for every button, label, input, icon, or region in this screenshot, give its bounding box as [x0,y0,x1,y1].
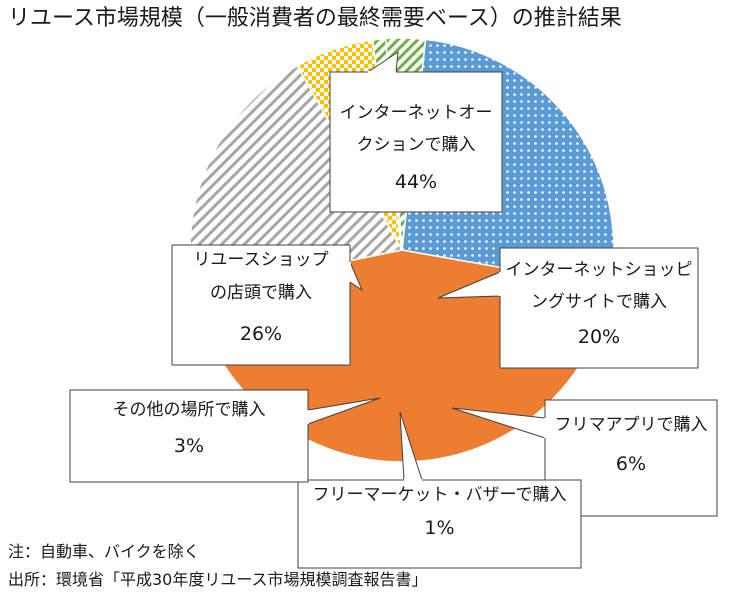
slice-value-label: 26% [240,323,282,345]
callout-box [329,71,503,213]
slice-label: リユースショップ [193,250,328,270]
callout-box [499,247,699,369]
slice-label: インターネットショッピ [506,260,693,280]
source-note: 出所：環境省「平成30年度リユース市場規模調査報告書」 [8,570,428,589]
slice-label: フリマアプリで購入 [555,415,708,435]
callout-other-places: その他の場所で購入 3% [69,389,381,483]
slice-value-label: 44% [395,171,437,193]
slice-value-label: 1% [424,517,454,539]
chart-title: リユース市場規模（一般消費者の最終需要ベース）の推計結果 [8,6,622,31]
slice-label: ングサイトで購入 [531,292,667,312]
slice-label: の店頭で購入 [210,283,312,303]
slice-label: その他の場所で購入 [113,400,266,420]
slice-label: インターネットオー [340,103,493,123]
callout-box [171,244,351,366]
slice-value-label: 3% [174,435,204,457]
callout-box [69,389,309,483]
slice-value-label: 6% [616,453,646,475]
slice-label: クションで購入 [357,135,476,155]
footnote: 注：自動車、バイクを除く [8,542,200,561]
slice-value-label: 20% [578,326,620,348]
callout-box [297,479,582,569]
slice-label: フリーマーケット・バザーで購入 [313,485,567,505]
callout-flea-market-bazaar: フリーマーケット・バザーで購入 1% [297,411,582,569]
